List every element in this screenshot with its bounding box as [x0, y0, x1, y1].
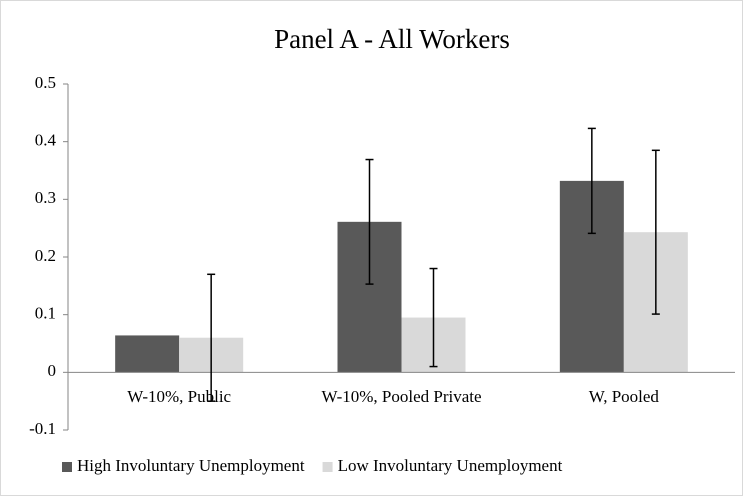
bar: [115, 335, 180, 373]
y-tick-label: 0: [48, 361, 57, 380]
error-bar: [365, 158, 374, 285]
legend-swatch: [62, 462, 72, 472]
legend-swatch: [322, 462, 333, 472]
error-bar: [587, 127, 596, 235]
error-bar: [429, 267, 438, 368]
y-tick-label: -0.1: [29, 419, 56, 438]
chart-title: Panel A - All Workers: [274, 24, 510, 54]
y-tick-label: 0.5: [35, 73, 56, 92]
error-bar: [207, 273, 216, 402]
x-tick-label: W-10%, Pooled Private: [321, 387, 481, 406]
x-tick-label: W, Pooled: [589, 387, 660, 406]
legend-label: Low Involuntary Unemployment: [338, 456, 563, 475]
y-tick-label: 0.1: [35, 304, 56, 323]
y-tick-label: 0.4: [35, 131, 57, 150]
y-tick-label: 0.2: [35, 246, 56, 265]
error-bar: [651, 149, 660, 315]
x-tick-label: W-10%, Public: [127, 387, 231, 406]
legend-label: High Involuntary Unemployment: [77, 456, 305, 475]
y-tick-label: 0.3: [35, 188, 56, 207]
